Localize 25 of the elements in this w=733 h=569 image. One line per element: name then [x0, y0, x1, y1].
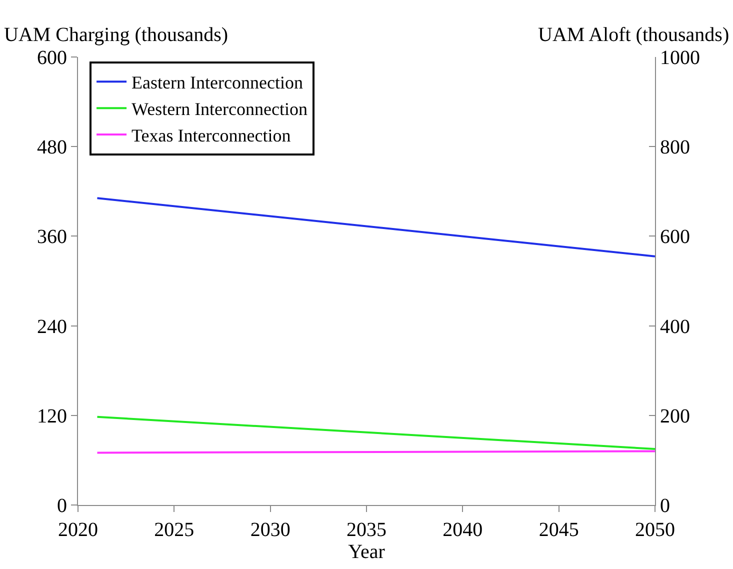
- legend-label: Texas Interconnection: [132, 126, 291, 146]
- y2-tick-label: 0: [660, 495, 670, 517]
- x-tick-label: 2025: [154, 519, 194, 541]
- y-tick-label: 480: [37, 136, 67, 159]
- x-tick-label: 2020: [58, 519, 98, 541]
- legend-label: Eastern Interconnection: [132, 72, 303, 93]
- y-tick-label: 600: [37, 47, 67, 69]
- x-tick-label: 2030: [250, 519, 290, 541]
- y-tick-label: 240: [37, 316, 67, 338]
- x-tick-label: 2040: [442, 519, 483, 541]
- x-tick-label: 2050: [635, 519, 675, 541]
- x-axis-title: Year: [348, 541, 386, 563]
- y-tick-label: 120: [37, 405, 67, 428]
- y2-tick-label: 200: [660, 405, 690, 428]
- y2-tick-label: 600: [660, 226, 690, 248]
- y2-axis-title: UAM Aloft (thousands): [538, 24, 730, 46]
- y-axis-title: UAM Charging (thousands): [4, 24, 228, 46]
- x-tick-label: 2035: [346, 519, 386, 541]
- y2-tick-label: 1000: [660, 47, 700, 69]
- y-tick-label: 360: [37, 226, 67, 248]
- y-tick-label: 0: [57, 495, 67, 517]
- legend-label: Western Interconnection: [132, 99, 308, 120]
- y2-tick-label: 800: [660, 136, 690, 159]
- y2-tick-label: 400: [660, 316, 690, 338]
- x-tick-label: 2045: [538, 519, 579, 541]
